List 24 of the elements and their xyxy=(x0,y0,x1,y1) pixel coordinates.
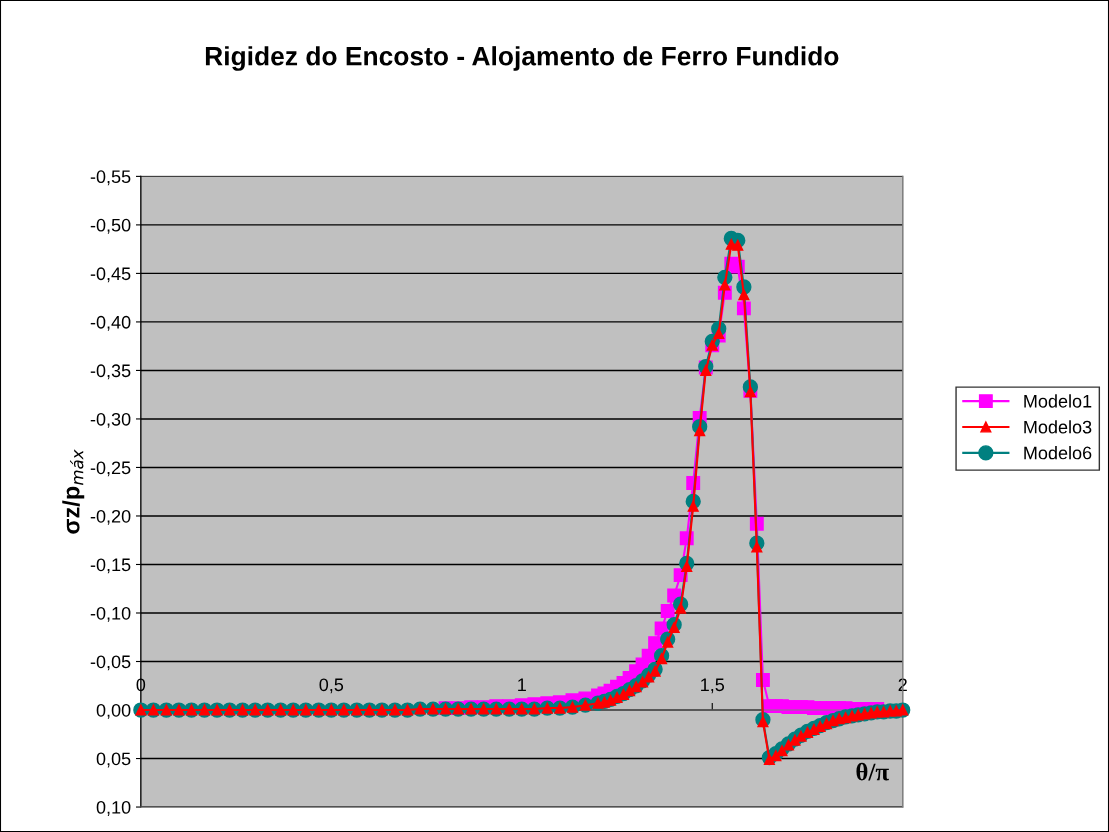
legend-label: Modelo1 xyxy=(1024,394,1092,408)
y-tick-label: -0,45 xyxy=(90,267,131,283)
chart-title: Rigidez do Encosto - Alojamento de Ferro Fundido xyxy=(205,46,839,71)
y-tick-label: -0,55 xyxy=(90,170,131,186)
y-tick-label: 0,05 xyxy=(96,752,131,768)
y-tick-label: 0,00 xyxy=(96,703,131,719)
y-tick-label: -0,30 xyxy=(90,412,131,428)
y-tick-label: -0,35 xyxy=(90,364,131,380)
y-tick-label: -0,05 xyxy=(90,655,131,671)
y-tick-label: -0,20 xyxy=(90,509,131,525)
legend-label: Modelo3 xyxy=(1024,420,1092,434)
x-tick-label: 1 xyxy=(518,678,526,691)
x-tick-label: 2 xyxy=(898,678,907,691)
y-axis-title: σz/p$_{máx}$ xyxy=(62,449,85,534)
y-tick-label: -0,15 xyxy=(90,558,131,574)
y-tick-label: -0,40 xyxy=(90,315,131,331)
x-tick-label: 0,5 xyxy=(319,678,344,694)
legend-label: Modelo6 xyxy=(1024,446,1092,460)
x-tick-label: 1,5 xyxy=(701,678,725,694)
y-tick-label: -0,50 xyxy=(90,218,131,234)
x-axis-title: θ/π xyxy=(856,762,889,781)
y-tick-label: -0,25 xyxy=(90,461,131,477)
y-tick-label: 0,10 xyxy=(96,800,131,816)
y-tick-label: -0,10 xyxy=(90,606,131,622)
